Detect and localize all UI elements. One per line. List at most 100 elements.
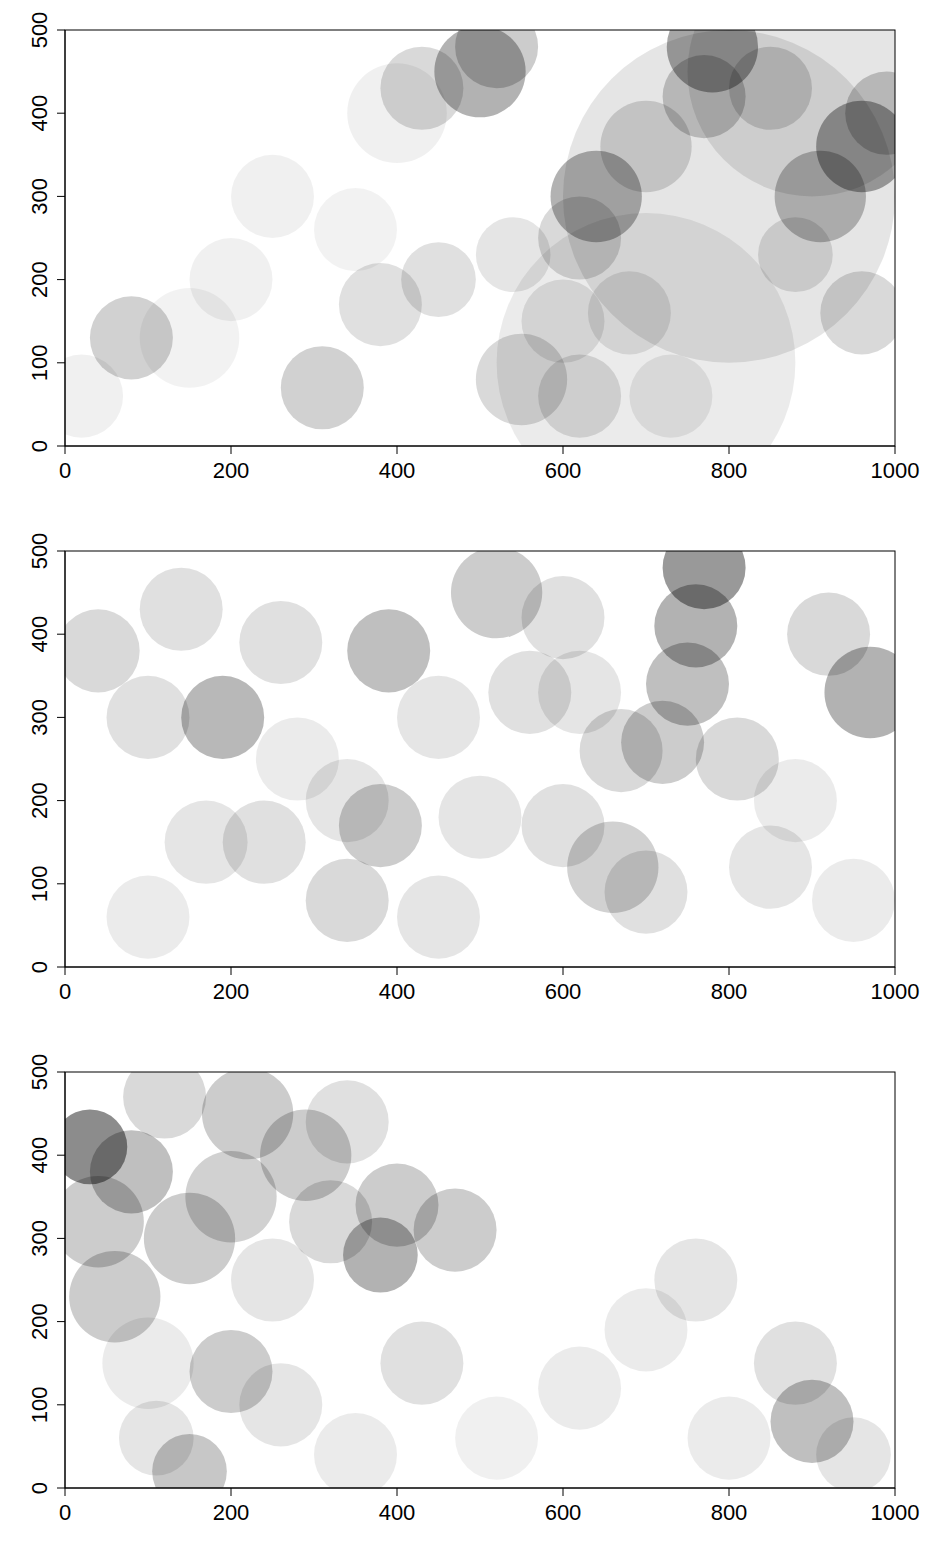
y-tick-label: 500 <box>27 533 52 570</box>
x-tick-label: 200 <box>213 1500 250 1525</box>
disc <box>314 188 397 271</box>
x-tick-label: 800 <box>711 1500 748 1525</box>
y-tick-label: 300 <box>27 178 52 215</box>
disc <box>845 72 895 155</box>
x-tick <box>231 446 232 454</box>
y-tick-label: 500 <box>27 12 52 49</box>
disc <box>380 1322 463 1405</box>
x-tick-label: 200 <box>213 458 250 483</box>
disc <box>239 1363 322 1446</box>
disc <box>397 676 480 759</box>
panel: 020040060080010000100200300400500 <box>27 1054 919 1525</box>
figure: 0200400600800100001002003004005000200400… <box>0 0 932 1548</box>
x-tick <box>231 967 232 975</box>
y-tick <box>57 362 65 363</box>
disc <box>455 30 538 88</box>
disc <box>816 1417 891 1488</box>
disc <box>538 196 621 279</box>
x-tick-label: 0 <box>59 458 71 483</box>
x-axis-line <box>65 446 895 447</box>
y-tick-label: 0 <box>27 440 52 452</box>
disc <box>729 47 812 130</box>
disc <box>306 859 389 942</box>
x-tick-label: 1000 <box>871 458 920 483</box>
disc <box>165 801 248 884</box>
x-tick <box>65 446 66 454</box>
plot-frame <box>65 551 895 967</box>
x-tick <box>397 446 398 454</box>
y-tick-label: 300 <box>27 1220 52 1257</box>
y-axis-line <box>65 551 66 967</box>
disc <box>339 263 422 346</box>
disc <box>522 280 605 363</box>
x-tick <box>895 1488 896 1496</box>
y-tick <box>57 634 65 635</box>
y-tick <box>57 279 65 280</box>
disc <box>688 1396 771 1479</box>
disc <box>754 759 837 842</box>
disc <box>812 859 895 942</box>
y-tick-label: 0 <box>27 1482 52 1494</box>
y-tick <box>57 1238 65 1239</box>
y-tick-label: 400 <box>27 616 52 653</box>
y-tick-label: 100 <box>27 865 52 902</box>
disc-field <box>65 1072 891 1488</box>
disc <box>314 1413 397 1488</box>
y-tick <box>57 196 65 197</box>
disc <box>605 851 688 934</box>
disc <box>538 354 621 437</box>
disc <box>397 875 480 958</box>
y-tick-label: 400 <box>27 1137 52 1174</box>
disc <box>754 1322 837 1405</box>
y-tick-label: 200 <box>27 1303 52 1340</box>
disc <box>239 601 322 684</box>
x-tick <box>895 446 896 454</box>
disc <box>476 217 551 292</box>
y-tick-label: 300 <box>27 699 52 736</box>
y-tick <box>57 30 65 31</box>
x-axis-line <box>65 967 895 968</box>
disc <box>629 354 712 437</box>
disc <box>107 875 190 958</box>
disc <box>414 1188 497 1271</box>
x-tick-label: 400 <box>379 1500 416 1525</box>
x-tick <box>563 1488 564 1496</box>
disc <box>102 1317 193 1409</box>
x-axis-line <box>65 1488 895 1489</box>
disc <box>107 676 190 759</box>
x-tick-label: 0 <box>59 1500 71 1525</box>
x-tick-label: 600 <box>545 458 582 483</box>
disc <box>538 651 621 734</box>
x-tick-label: 1000 <box>871 1500 920 1525</box>
disc <box>119 1401 194 1476</box>
x-tick <box>65 1488 66 1496</box>
y-tick-label: 100 <box>27 344 52 381</box>
x-tick <box>563 446 564 454</box>
y-tick-label: 200 <box>27 782 52 819</box>
x-tick <box>397 1488 398 1496</box>
plot-frame <box>65 30 895 446</box>
disc <box>256 717 339 800</box>
disc <box>347 609 430 692</box>
disc <box>455 1396 538 1479</box>
disc <box>538 1347 621 1430</box>
y-tick <box>57 1072 65 1073</box>
disc <box>820 271 895 354</box>
y-tick <box>57 1488 65 1489</box>
x-tick-label: 400 <box>379 979 416 1004</box>
plot-frame <box>65 1072 895 1488</box>
disc <box>306 1080 389 1163</box>
y-tick-label: 100 <box>27 1386 52 1423</box>
x-tick <box>729 967 730 975</box>
disc <box>65 609 140 692</box>
disc <box>140 568 223 651</box>
x-tick-label: 1000 <box>871 979 920 1004</box>
disc <box>123 1072 206 1139</box>
y-tick <box>57 800 65 801</box>
x-tick-label: 0 <box>59 979 71 1004</box>
disc-field <box>65 551 895 959</box>
x-tick <box>231 1488 232 1496</box>
disc <box>758 217 833 292</box>
y-tick <box>57 1404 65 1405</box>
y-axis-line <box>65 1072 66 1488</box>
